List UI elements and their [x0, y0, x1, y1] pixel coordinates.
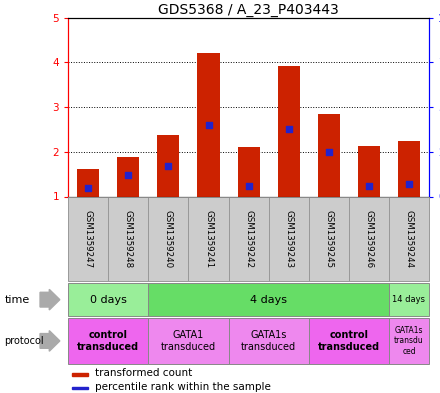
Text: control
transduced: control transduced: [318, 330, 380, 352]
Text: percentile rank within the sample: percentile rank within the sample: [95, 382, 271, 391]
Bar: [188, 196, 228, 281]
Text: protocol: protocol: [4, 336, 44, 346]
Text: GATA1
transduced: GATA1 transduced: [161, 330, 216, 352]
Bar: [349, 196, 389, 281]
Text: GSM1359244: GSM1359244: [404, 210, 414, 268]
Text: 0 days: 0 days: [90, 295, 127, 305]
Bar: [117, 157, 139, 196]
Point: [405, 181, 412, 187]
Point: [245, 183, 252, 189]
Text: GSM1359242: GSM1359242: [244, 210, 253, 268]
Bar: [68, 196, 108, 281]
Bar: [77, 169, 99, 196]
Point: [125, 172, 132, 178]
Bar: [198, 53, 220, 196]
Bar: [68, 283, 148, 316]
Text: GSM1359247: GSM1359247: [84, 210, 93, 268]
FancyArrow shape: [40, 289, 60, 310]
Text: 4 days: 4 days: [250, 295, 287, 305]
Bar: [309, 196, 349, 281]
Bar: [389, 318, 429, 364]
Bar: [148, 283, 389, 316]
Bar: [68, 318, 148, 364]
Bar: [398, 141, 420, 196]
FancyArrow shape: [40, 331, 60, 351]
Bar: [278, 66, 300, 196]
Bar: [72, 387, 88, 389]
Bar: [389, 283, 429, 316]
Bar: [228, 318, 309, 364]
Bar: [389, 196, 429, 281]
Bar: [358, 146, 380, 196]
Bar: [148, 318, 228, 364]
Point: [165, 163, 172, 169]
Point: [325, 149, 332, 155]
Bar: [318, 114, 340, 196]
Bar: [72, 373, 88, 376]
Text: GSM1359240: GSM1359240: [164, 210, 173, 268]
Text: GSM1359248: GSM1359248: [124, 210, 133, 268]
Bar: [238, 147, 260, 196]
Text: time: time: [4, 295, 29, 305]
Bar: [269, 196, 309, 281]
Text: GSM1359246: GSM1359246: [364, 210, 374, 268]
Text: transformed count: transformed count: [95, 368, 193, 378]
Bar: [228, 196, 269, 281]
Text: control
transduced: control transduced: [77, 330, 139, 352]
Point: [85, 184, 92, 191]
Text: 14 days: 14 days: [392, 295, 425, 304]
Text: GATA1s
transduced: GATA1s transduced: [241, 330, 296, 352]
Bar: [158, 135, 180, 196]
Title: GDS5368 / A_23_P403443: GDS5368 / A_23_P403443: [158, 3, 339, 17]
Text: GSM1359245: GSM1359245: [324, 210, 333, 268]
Point: [285, 125, 292, 132]
Point: [365, 183, 372, 189]
Bar: [309, 318, 389, 364]
Bar: [148, 196, 188, 281]
Point: [205, 122, 212, 128]
Text: GSM1359243: GSM1359243: [284, 210, 293, 268]
Text: GATA1s
transdu
ced: GATA1s transdu ced: [394, 326, 424, 356]
Text: GSM1359241: GSM1359241: [204, 210, 213, 268]
Bar: [108, 196, 148, 281]
